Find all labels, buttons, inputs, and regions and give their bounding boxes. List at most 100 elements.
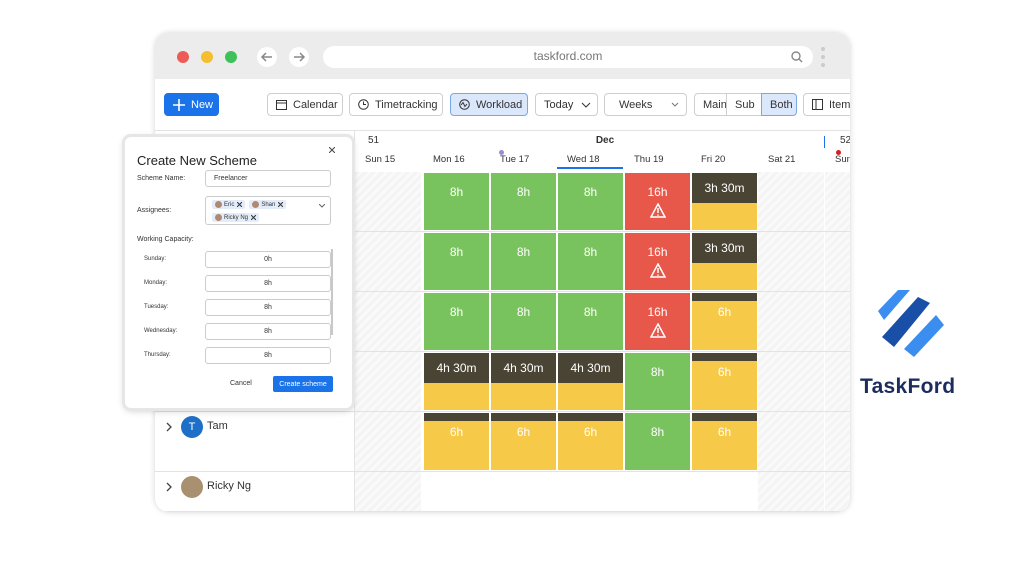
- month: Dec: [595, 135, 615, 146]
- weekend-cell: [825, 292, 850, 351]
- remove-chip[interactable]: [251, 215, 257, 220]
- new-button[interactable]: New: [164, 93, 219, 116]
- day-header: Mon 16: [433, 154, 465, 165]
- create-scheme-dialog: Create New Scheme Scheme Name: Freelance…: [125, 137, 352, 408]
- main-button[interactable]: Main: [694, 93, 727, 116]
- warning-icon: [649, 323, 666, 338]
- calendar-button[interactable]: Calendar: [267, 93, 343, 116]
- day-header: Tue 17: [500, 154, 530, 165]
- row-line: [155, 291, 850, 292]
- weekend-cell: [825, 352, 850, 411]
- hours-input[interactable]: 0h: [205, 251, 331, 268]
- label: Sub: [735, 98, 755, 111]
- marker-dot: [836, 150, 841, 155]
- workload-cell: 16h: [625, 293, 690, 350]
- row-line: [155, 471, 850, 472]
- warning-icon: [649, 203, 666, 218]
- chip-name: Shan: [261, 201, 276, 208]
- workload-cell: 16h: [625, 233, 690, 290]
- workload-cell: 8h: [491, 233, 556, 290]
- expand-chevron[interactable]: [165, 422, 173, 432]
- hours-label: 8h: [449, 305, 464, 319]
- overload-band: [692, 293, 757, 301]
- workload-cell: 8h: [491, 293, 556, 350]
- weekend-cell: [825, 472, 850, 511]
- today-button[interactable]: Today: [535, 93, 598, 116]
- workload-cell: 6h: [692, 353, 757, 410]
- hours-input[interactable]: 8h: [205, 299, 331, 316]
- scheme-name-input[interactable]: Freelancer: [205, 170, 331, 187]
- cancel-button[interactable]: Cancel: [230, 380, 252, 387]
- overload-band: [424, 413, 489, 421]
- weekend-cell: [758, 412, 824, 471]
- workload-cell: 8h: [424, 173, 489, 230]
- close-button[interactable]: [329, 147, 335, 153]
- workload-cell: 16h: [625, 173, 690, 230]
- assignee-chip: Ricky Ng: [212, 213, 260, 222]
- workload-cell: 8h: [625, 353, 690, 410]
- overload-band: 4h 30m: [491, 353, 556, 383]
- timetracking-button[interactable]: Timetracking: [349, 93, 443, 116]
- hours-label: 8h: [516, 245, 531, 259]
- workload-cell: 6h: [692, 293, 757, 350]
- assignees-input[interactable]: Eric Shan Ricky Ng: [205, 196, 331, 225]
- label: Item: [829, 98, 850, 111]
- hours-label: 6h: [717, 365, 732, 379]
- avatar: T: [181, 416, 203, 438]
- input-value: 8h: [264, 280, 272, 287]
- item-button[interactable]: Item: [803, 93, 850, 116]
- remove-chip[interactable]: [278, 202, 284, 207]
- weekend-cell: [758, 172, 824, 231]
- row-line: [155, 351, 850, 352]
- sub-button[interactable]: Sub: [726, 93, 762, 116]
- workload-cell: 4h 30m: [424, 353, 489, 410]
- weeks-select[interactable]: Weeks: [604, 93, 687, 116]
- overload-band: 4h 30m: [558, 353, 623, 383]
- workload-cell: 3h 30m: [692, 233, 757, 290]
- day-header: Thu 19: [634, 154, 664, 165]
- weekend-cell: [825, 232, 850, 291]
- label: Workload: [476, 98, 523, 111]
- chip-avatar: [215, 214, 222, 221]
- person-name: Tam: [207, 420, 228, 432]
- both-button[interactable]: Both: [761, 93, 797, 116]
- weekend-cell: [355, 172, 421, 231]
- workload-cell: 6h: [424, 413, 489, 470]
- hours-input[interactable]: 8h: [205, 347, 331, 364]
- create-button[interactable]: Create scheme: [273, 376, 333, 392]
- hours-input[interactable]: 8h: [205, 275, 331, 292]
- overload-band: 3h 30m: [692, 233, 757, 263]
- weekend-cell: [355, 232, 421, 291]
- input-value: 8h: [264, 304, 272, 311]
- day-header: Sun 15: [365, 154, 396, 165]
- current-day-underline: [557, 167, 623, 169]
- workload-cell: 4h 30m: [491, 353, 556, 410]
- weekend-cell: [758, 292, 824, 351]
- remove-chip[interactable]: [237, 202, 243, 207]
- field-label: Scheme Name:: [137, 175, 186, 182]
- weekend-cell: [758, 232, 824, 291]
- hours-label: 8h: [449, 245, 464, 259]
- scrollbar: [331, 249, 333, 335]
- warning-icon: [649, 263, 666, 278]
- hours-label: 8h: [583, 245, 598, 259]
- next-week-number: 52: [840, 135, 850, 146]
- browser-controls: [177, 46, 825, 68]
- chip-avatar: [252, 201, 260, 208]
- hours-label: 16h: [647, 305, 668, 319]
- hours-label: 16h: [647, 245, 668, 259]
- weekend-cell: [355, 412, 421, 471]
- label: Create scheme: [279, 380, 327, 388]
- workload-cell: 8h: [491, 173, 556, 230]
- expand-chevron[interactable]: [165, 482, 173, 492]
- row-line: [155, 231, 850, 232]
- avatar-initial: T: [188, 421, 196, 433]
- divider: [155, 130, 850, 131]
- chip-name: Ricky Ng: [224, 214, 249, 221]
- url[interactable]: taskford.com: [533, 49, 603, 63]
- workload-button[interactable]: Workload: [450, 93, 528, 116]
- hours-input[interactable]: 8h: [205, 323, 331, 340]
- logo-text: TaskFord: [860, 375, 956, 398]
- label: Today: [544, 98, 574, 111]
- workload-cell: 6h: [692, 413, 757, 470]
